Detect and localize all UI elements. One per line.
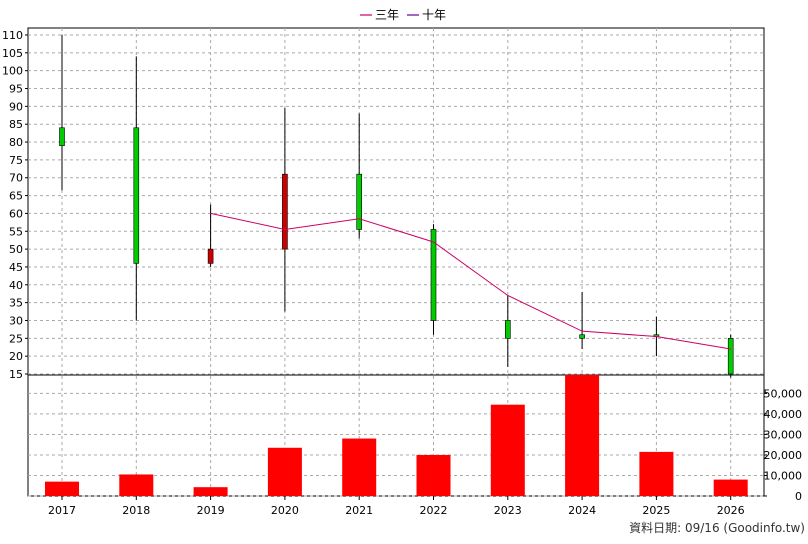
price-tick-label: 105 (2, 47, 23, 60)
price-tick-label: 55 (9, 225, 23, 238)
x-tick-label: 2024 (568, 504, 596, 517)
volume-axis: 0 10,000 20,000 30,000 40,000 50,000 (763, 377, 803, 503)
volume-bar (193, 487, 228, 496)
price-tick-label: 80 (9, 136, 23, 149)
price-tick-label: 40 (9, 279, 23, 292)
volume-bar (416, 454, 451, 496)
candle-body (133, 127, 140, 264)
candle-body (727, 338, 734, 375)
price-tick-label: 35 (9, 297, 23, 310)
volume-bar (342, 438, 377, 496)
volume-tick-label: 40,000 (764, 408, 803, 421)
x-tick-label: 2018 (122, 504, 150, 517)
x-tick-label: 2022 (420, 504, 448, 517)
volume-tick-label: 0 (795, 490, 802, 503)
x-tick-label: 2025 (642, 504, 670, 517)
volume-tick-label: 20,000 (764, 449, 803, 462)
x-tick-label: 2017 (48, 504, 76, 517)
price-axis: 15 20 25 30 35 40 45 50 55 60 65 70 75 80 85 90 95 100 105… (2, 29, 28, 381)
price-tick-label: 20 (9, 350, 23, 363)
price-tick-label: 30 (9, 314, 23, 327)
candle-body (59, 127, 65, 146)
x-axis: 2017 2018 2019 2020 2021 2022 2023 2024 2025 2026 (48, 496, 745, 517)
price-tick-label: 50 (9, 243, 23, 256)
ma-line-3yr (210, 212, 731, 350)
legend-label-3yr: 三年 (375, 8, 399, 22)
volume-bar (45, 481, 79, 496)
candles (59, 35, 734, 378)
volume-tick-label: 10,000 (764, 469, 803, 482)
price-tick-label: 75 (9, 154, 23, 167)
volume-bar (713, 479, 748, 496)
volume-bar (119, 474, 154, 496)
volume-bar (490, 404, 525, 496)
price-tick-label: 15 (9, 368, 23, 381)
volume-bars (45, 374, 748, 496)
legend: 三年 十年 (360, 8, 446, 22)
x-tick-label: 2020 (271, 504, 299, 517)
price-tick-label: 45 (9, 261, 23, 274)
x-tick-label: 2023 (494, 504, 522, 517)
volume-tick-label: 30,000 (764, 428, 803, 441)
volume-bar (639, 451, 674, 496)
price-tick-label: 100 (2, 65, 23, 78)
candle-body (430, 229, 437, 321)
price-tick-label: 25 (9, 332, 23, 345)
price-tick-label: 65 (9, 190, 23, 203)
candle-body (207, 248, 214, 264)
price-tick-label: 60 (9, 207, 23, 220)
candle-body (579, 334, 585, 339)
volume-bar (565, 374, 600, 496)
candle-body (356, 173, 363, 230)
price-tick-label: 90 (9, 100, 23, 113)
x-tick-label: 2021 (345, 504, 373, 517)
source-note: 資料日期: 09/16 (Goodinfo.tw) (629, 521, 805, 535)
price-tick-label: 95 (9, 83, 23, 96)
volume-bar (267, 447, 302, 496)
candle-body (504, 320, 511, 339)
x-tick-label: 2026 (717, 504, 745, 517)
moving-average (210, 212, 731, 350)
legend-label-10yr: 十年 (422, 8, 446, 22)
price-tick-label: 110 (2, 29, 23, 42)
candle-body (282, 173, 288, 250)
price-tick-label: 70 (9, 172, 23, 185)
volume-tick-label: 50,000 (764, 387, 803, 400)
price-tick-label: 85 (9, 118, 23, 131)
x-tick-label: 2019 (197, 504, 225, 517)
